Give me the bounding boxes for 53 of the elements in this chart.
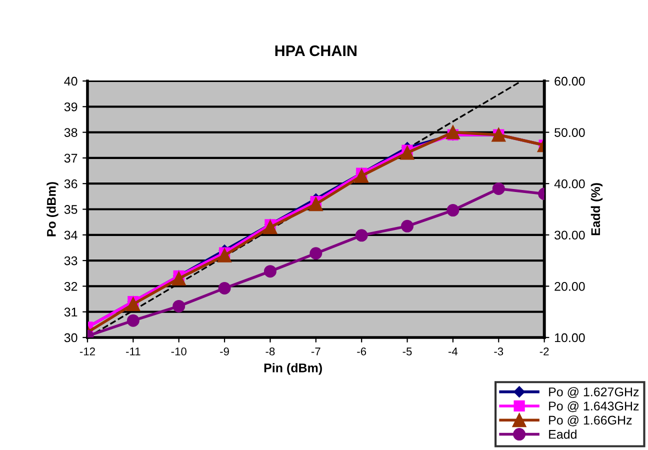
- y-tick-label: 30: [64, 333, 78, 342]
- point: [354, 168, 369, 183]
- x-tick-label: -2: [540, 348, 549, 356]
- y-tick-label: 34: [64, 230, 78, 240]
- legend-label: Eadd: [549, 430, 576, 439]
- chart-title: HPA CHAIN: [275, 45, 356, 56]
- y-tick-label: 36: [64, 179, 78, 188]
- point: [126, 314, 140, 327]
- x-tick-label: -11: [126, 348, 140, 356]
- y-tick-label: 38: [64, 128, 78, 137]
- y2-tick-label: 10.00: [554, 333, 585, 342]
- point: [308, 197, 323, 212]
- y2-axis-title: Eadd (%): [590, 183, 603, 236]
- x-tick-label: -3: [494, 348, 504, 356]
- point: [446, 125, 460, 140]
- x-tick-label: -9: [220, 348, 229, 356]
- y2-tick-label: 50.00: [554, 128, 585, 137]
- y-axis-title: Po (dBm): [46, 182, 58, 236]
- y-tick-label: 39: [64, 102, 78, 112]
- y2-tick-label: 20.00: [554, 282, 585, 291]
- x-tick-label: -5: [402, 348, 412, 356]
- point: [310, 247, 322, 260]
- legend-label: Po @ 1.66GHz: [549, 415, 632, 426]
- y-tick-label: 32: [64, 282, 78, 291]
- x-tick-label: -10: [171, 348, 186, 356]
- point: [172, 300, 186, 312]
- point: [264, 265, 276, 278]
- y-tick-label: 37: [64, 154, 78, 163]
- y2-tick-label: 40.00: [554, 179, 585, 188]
- point: [400, 146, 414, 160]
- y2-tick-label: 30.00: [554, 230, 585, 240]
- x-tick-label: -4: [448, 348, 458, 356]
- x-axis-title: Pin (dBm): [264, 363, 322, 375]
- point: [172, 272, 186, 286]
- point: [355, 229, 368, 242]
- point: [401, 220, 414, 232]
- x-tick-label: -6: [357, 348, 366, 356]
- x-tick-label: -7: [311, 348, 320, 356]
- y-tick-label: 31: [64, 308, 78, 316]
- point: [126, 297, 140, 312]
- y2-tick-label: 60.00: [554, 76, 585, 86]
- point: [492, 182, 505, 195]
- legend-label: Po @ 1.627GHz: [549, 387, 639, 398]
- legend-label: Po @ 1.643GHz: [549, 401, 639, 412]
- point: [446, 204, 460, 217]
- y-tick-label: 35: [64, 205, 78, 214]
- x-tick-label: -12: [80, 348, 95, 356]
- y-tick-label: 40: [64, 76, 78, 86]
- point: [218, 282, 231, 294]
- point: [218, 248, 232, 262]
- point: [263, 220, 278, 234]
- y-tick-label: 33: [64, 256, 78, 266]
- x-tick-label: -8: [266, 348, 275, 356]
